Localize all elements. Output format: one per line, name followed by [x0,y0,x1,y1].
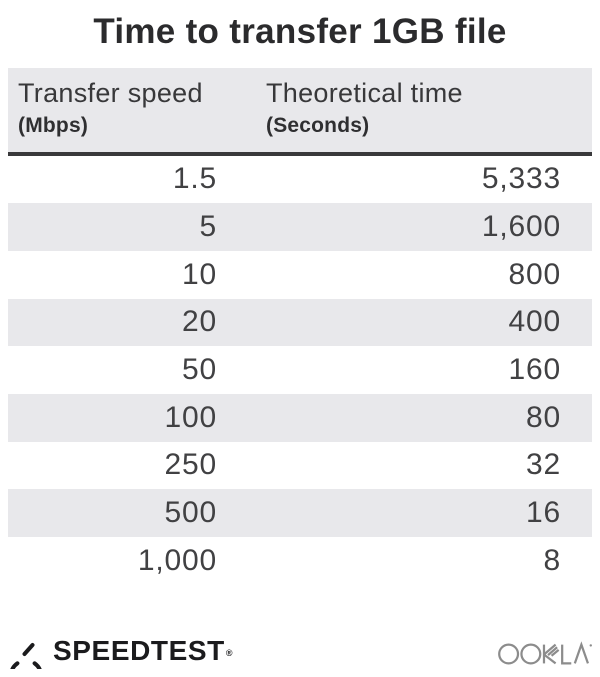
time-cell: 80 [526,400,561,434]
header-divider [8,152,592,156]
footer: SPEEDTEST ® [8,630,593,672]
page-title: Time to transfer 1GB file [93,12,507,51]
speed-cell: 100 [164,400,217,434]
time-cell: 8 [543,543,561,577]
speed-cell: 1,000 [137,543,217,577]
table-row: 250 32 [8,441,592,490]
speedometer-gauge-icon [10,643,42,669]
time-cell: 400 [508,305,561,339]
table-header: Transfer speed (Mbps) Theoretical time (… [8,68,592,152]
table-row: 500 16 [8,489,592,537]
table-row: 1,000 8 [8,536,592,585]
column-label: Transfer speed [18,78,203,108]
speed-cell: 250 [164,448,217,482]
time-cell: 5,333 [481,162,561,196]
speed-cell: 20 [182,305,217,339]
table-row: 1.5 5,333 [8,155,592,204]
table-row: 5 1,600 [8,203,592,251]
column-unit: (Mbps) [18,114,89,137]
table-row: 10 800 [8,250,592,299]
speed-cell: 500 [164,495,217,529]
table-row: 20 400 [8,298,592,347]
column-label: Theoretical time [266,78,463,108]
time-cell: 800 [508,257,561,291]
time-cell: 1,600 [481,209,561,243]
speedtest-wordmark: SPEEDTEST [53,635,225,666]
time-cell: 32 [526,448,561,482]
table-row: 100 80 [8,393,592,442]
column-header-theoretical-time: Theoretical time (Seconds) [266,78,592,152]
table-body: 1.5 5,333 5 1,600 10 800 20 400 50 160 100 80 250 32 5… [8,155,592,585]
column-header-transfer-speed: Transfer speed (Mbps) [8,78,266,152]
column-unit: (Seconds) [266,114,370,137]
registered-mark: ® [225,648,233,658]
speed-cell: 50 [182,352,217,386]
speed-cell: 1.5 [172,162,217,196]
speed-cell: 10 [182,257,217,291]
speed-cell: 5 [199,209,217,243]
table-row: 50 160 [8,346,592,394]
time-cell: 16 [526,495,561,529]
time-cell: 160 [508,352,561,386]
speedtest-logo: SPEEDTEST ® [8,633,233,669]
ookla-logo [498,640,592,665]
